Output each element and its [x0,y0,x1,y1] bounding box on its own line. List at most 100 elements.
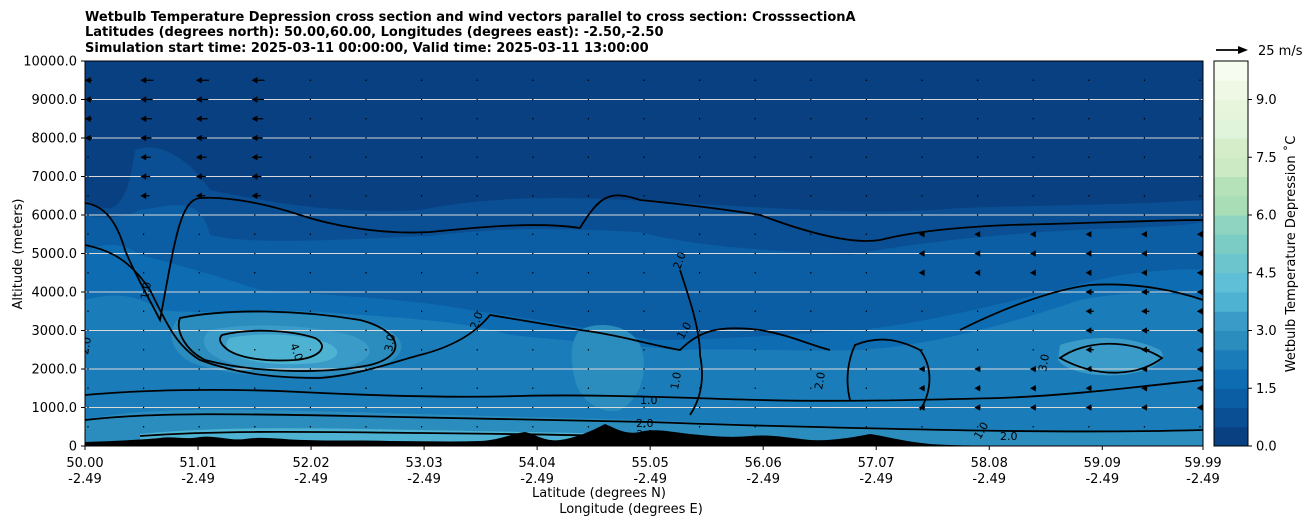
contour-3-inner [177,310,397,372]
wind-vector-arrow [195,173,206,180]
wind-vector-arrow [1196,250,1203,257]
colorbar-tick-label: 4.5 [1256,266,1277,281]
x-tick-label-lon: -2.49 [68,472,102,487]
x-tick-label-lon: -2.49 [1186,472,1220,487]
colorbar-band [1214,330,1248,351]
title-line-3: Simulation start time: 2025-03-11 00:00:… [85,41,649,56]
wind-vector-arrow [1085,346,1094,353]
wind-vector-arrow [1085,327,1094,334]
wind-vector-arrow [1029,231,1036,238]
colorbar-band [1214,388,1248,408]
y-tick-label: 1000.0 [32,401,78,416]
wind-vector-arrow [195,154,207,161]
contour-1-lower [85,379,1203,402]
colorbar-tick-label: 0.0 [1256,440,1277,455]
wind-vector-arrow [1141,404,1148,411]
wind-vector-arrow [1085,404,1092,411]
wind-vector-arrow [918,250,925,257]
wind-vector-arrow [1085,365,1092,373]
wind-vector-arrow [1085,231,1092,238]
wind-vector-arrow [140,173,151,180]
colorbar-ticks: 0.0 1.5 3.0 4.5 6.0 7.5 9.0 [1248,93,1277,455]
colorbar-band [1214,253,1248,274]
wind-vector-arrow [1085,308,1094,315]
contour-2-low [85,413,1203,433]
contour-3-right [1058,342,1164,374]
wind-vector-arrow [140,192,150,199]
contour-label-2-low: 2.0 [636,417,654,430]
contour-label-2-left: 2.0 [78,336,94,355]
wind-vector-arrow [195,134,208,142]
title-line-1: Wetbulb Temperature Depression cross sec… [85,10,856,25]
colorbar-band [1214,369,1248,389]
colorbar-band [1214,272,1248,293]
wind-vector-arrow [251,115,264,122]
wind-vector-arrow [974,269,981,276]
wind-vector-arrow [918,385,925,392]
wind-vector-arrow [251,96,264,103]
wind-vector-arrow [1141,308,1150,315]
x-tick-label-lon: -2.49 [972,472,1006,487]
x-tick-label-lon: -2.49 [407,472,441,487]
y-tick-label: 7000.0 [32,170,78,185]
wind-vector-arrow [1029,385,1037,392]
colorbar-band [1214,234,1248,254]
contour-2-mid [679,269,703,416]
y-tick-label: 5000.0 [32,247,78,262]
wind-vector-arrow [1141,346,1150,353]
y-tick-label: 10000.0 [23,55,77,70]
wind-vector-arrow [140,154,151,161]
wind-vector-arrow [1085,385,1092,392]
wind-vector-arrow [1029,269,1036,276]
colorbar-band [1214,99,1248,120]
wind-vector-arrow [1141,231,1147,238]
wind-vector-arrow [85,96,92,103]
contour-label-2-right: 2.0 [812,371,828,390]
wind-vector-arrow [1141,269,1147,276]
y-tick-label: 4000.0 [32,286,78,301]
wind-vector-arrow [1029,365,1037,373]
y-tick-label: 6000.0 [32,209,78,224]
wind-vector-arrow [918,231,925,238]
x-tick-label-lat: 59.99 [1184,456,1221,471]
y-tick-label: 3000.0 [32,324,78,339]
plot-area: 2.0 1.0 3.0 4.0 2.0 2.0 1.0 1.0 2.0 3.0 … [78,61,1203,446]
x-tick-label-lon: -2.49 [859,472,893,487]
wind-vector-arrow [195,77,209,84]
x-tick-label-lon: -2.49 [520,472,554,487]
x-axis-label-lon: Longitude (degrees E) [559,502,703,517]
colorbar-band [1214,195,1248,216]
contour-2-right [959,283,1203,331]
wind-vector-arrow [140,96,153,103]
colorbar-band [1214,426,1248,447]
colorbar-tick-label: 3.0 [1256,324,1277,339]
colorbar-band [1214,80,1248,100]
wind-vector-arrow [918,404,925,411]
x-tick-label-lat: 55.05 [632,456,669,471]
wind-vector-arrow [140,134,152,142]
wind-vector-arrow [1085,250,1092,257]
wind-vector-arrow [1141,327,1150,334]
y-axis: 0 1000.0 2000.0 3000.0 4000.0 5000.0 6000.0 700… [23,55,85,455]
x-tick-label-lat: 59.09 [1084,456,1121,471]
wind-vector-arrow [974,404,981,411]
x-tick-label-lon: -2.49 [181,472,215,487]
x-tick-label-lon: -2.49 [1085,472,1119,487]
x-tick-label-lat: 53.03 [405,456,442,471]
x-tick-label-lat: 52.02 [292,456,329,471]
x-tick-label-lon: -2.49 [633,472,667,487]
chart-title: Wetbulb Temperature Depression cross sec… [85,10,856,56]
wind-vector-arrow [1029,404,1037,411]
wind-vector-arrow [85,115,92,122]
colorbar-band [1214,349,1248,370]
wind-vector-arrow [251,154,263,161]
colorbar-tick-label: 6.0 [1256,209,1277,224]
wind-vector-arrow [251,134,263,142]
contour-label-1-left: 1.0 [138,281,154,300]
contour-label-3-right: 3.0 [1036,353,1052,372]
y-tick-label: 9000.0 [32,93,78,108]
terrain-silhouette [85,424,1203,446]
contour-1-mid-right [846,338,931,411]
x-tick-label-lat: 56.06 [745,456,782,471]
x-tick-label-lat: 57.07 [858,456,895,471]
